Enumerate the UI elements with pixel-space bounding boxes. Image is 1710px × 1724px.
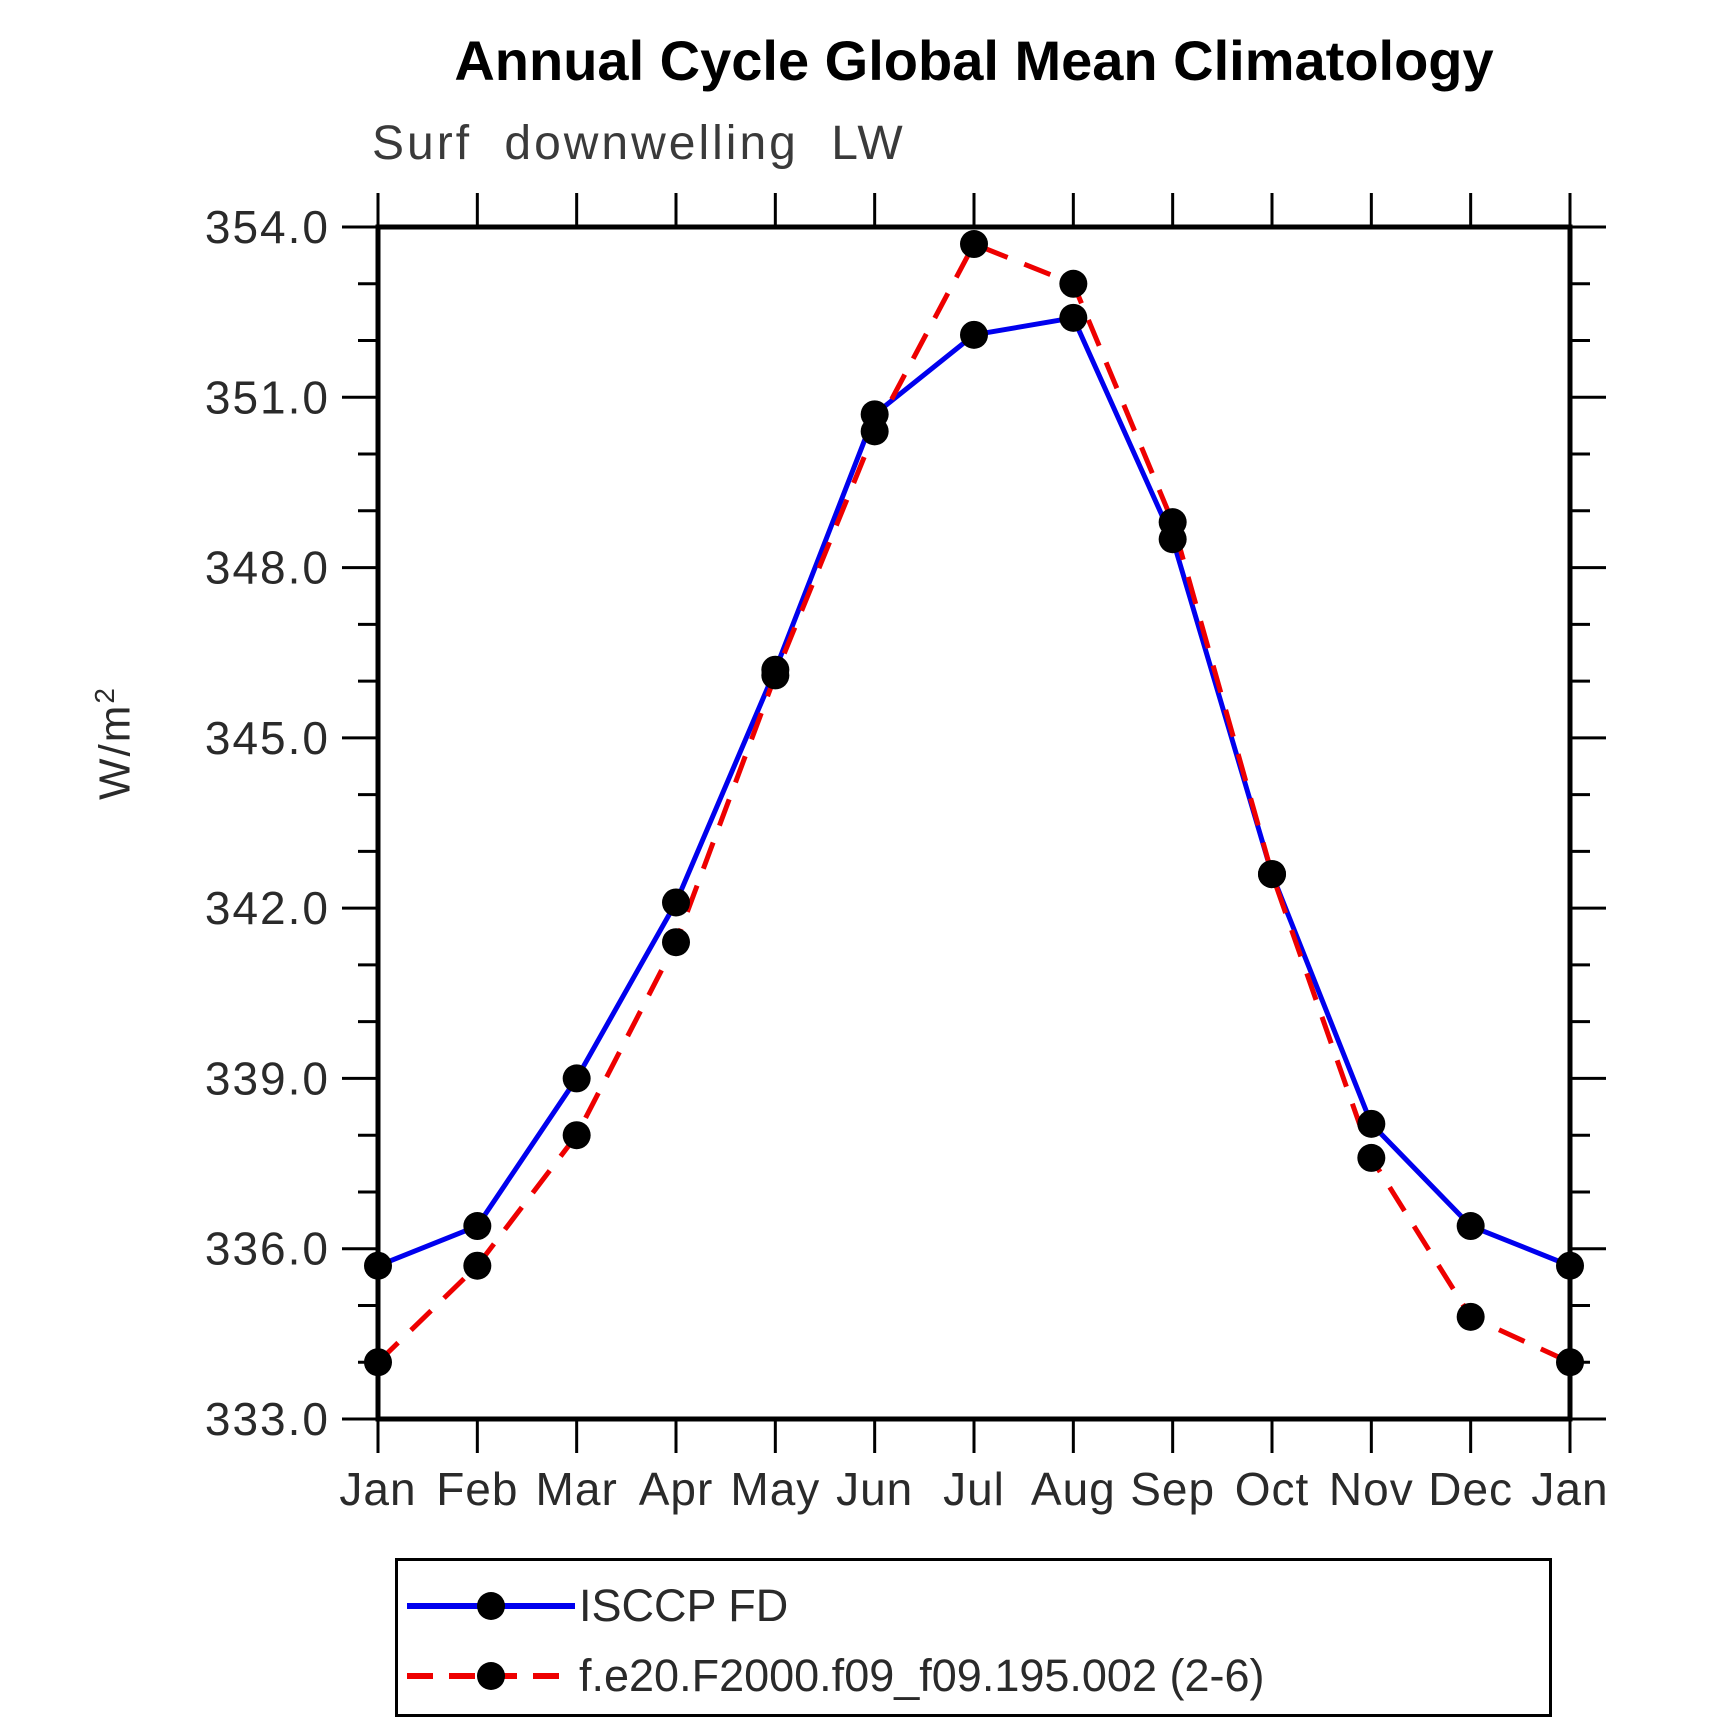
data-point-0: [1556, 1251, 1584, 1280]
x-tick-label: Jan: [1531, 1463, 1608, 1515]
y-tick-label: 336.0: [205, 1223, 330, 1275]
legend-marker-dot: [477, 1662, 505, 1690]
legend-label-model: f.e20.F2000.f09_f09.195.002 (2-6): [579, 1650, 1265, 1701]
data-point-1: [364, 1348, 392, 1377]
axis-frame: [375, 224, 1573, 1422]
legend-label-obs: ISCCP FD: [579, 1580, 789, 1631]
data-point-0: [960, 320, 988, 349]
data-point-0: [1357, 1109, 1386, 1138]
data-point-0: [662, 888, 690, 917]
x-tick-label: Feb: [436, 1463, 518, 1515]
y-tick-label: 342.0: [205, 882, 330, 934]
y-tick-label: 348.0: [205, 542, 330, 594]
x-tick-label: Jul: [943, 1463, 1005, 1515]
chart-subtitle: Surf downwelling LW: [372, 117, 906, 170]
data-point-1: [1556, 1348, 1584, 1377]
data-point-1: [1258, 860, 1286, 889]
x-tick-label: Oct: [1235, 1463, 1310, 1515]
x-tick-label: May: [730, 1463, 820, 1515]
series-line-1: [376, 241, 1572, 1365]
series-line-0: [377, 315, 1571, 1269]
x-tick-label: Mar: [536, 1463, 618, 1515]
legend-entry-obs: ISCCP FD: [403, 1580, 789, 1631]
data-point-1: [1456, 1302, 1485, 1331]
data-point-0: [562, 1064, 591, 1093]
y-tick-label: 345.0: [205, 712, 330, 764]
legend-sample-dashed-line: [407, 1662, 575, 1690]
x-tick-label: Jun: [836, 1463, 913, 1515]
legend: ISCCP FD f.e20.F2000.f09_f09.195.002 (2-…: [395, 1558, 1552, 1717]
x-tick-label: Dec: [1428, 1463, 1513, 1515]
data-point-0: [1456, 1212, 1485, 1241]
data-point-0: [463, 1212, 492, 1241]
legend-sample-solid-line: [407, 1592, 575, 1620]
data-point-0: [364, 1251, 392, 1280]
legend-marker-dot: [477, 1592, 505, 1620]
data-point-1: [1059, 269, 1088, 298]
x-tick-label: Apr: [639, 1463, 714, 1515]
x-tick-label: Aug: [1031, 1463, 1116, 1515]
chart-title: Annual Cycle Global Mean Climatology: [454, 29, 1494, 92]
x-tick-label: Sep: [1130, 1463, 1215, 1515]
y-tick-label: 351.0: [205, 371, 330, 423]
data-point-0: [1059, 303, 1088, 332]
y-tick-label: 354.0: [205, 201, 330, 253]
x-tick-label: Jan: [339, 1463, 416, 1515]
y-tick-label: 339.0: [205, 1052, 330, 1104]
x-tick-label: Nov: [1329, 1463, 1414, 1515]
data-point-1: [960, 230, 988, 259]
data-point-1: [860, 417, 889, 446]
data-point-1: [662, 928, 690, 957]
data-point-1: [761, 661, 790, 690]
data-point-1: [1357, 1143, 1386, 1172]
legend-entry-model: f.e20.F2000.f09_f09.195.002 (2-6): [403, 1650, 1265, 1701]
data-point-1: [1158, 508, 1187, 537]
data-point-1: [463, 1251, 492, 1280]
data-point-1: [562, 1121, 591, 1150]
y-tick-label: 333.0: [205, 1393, 330, 1445]
